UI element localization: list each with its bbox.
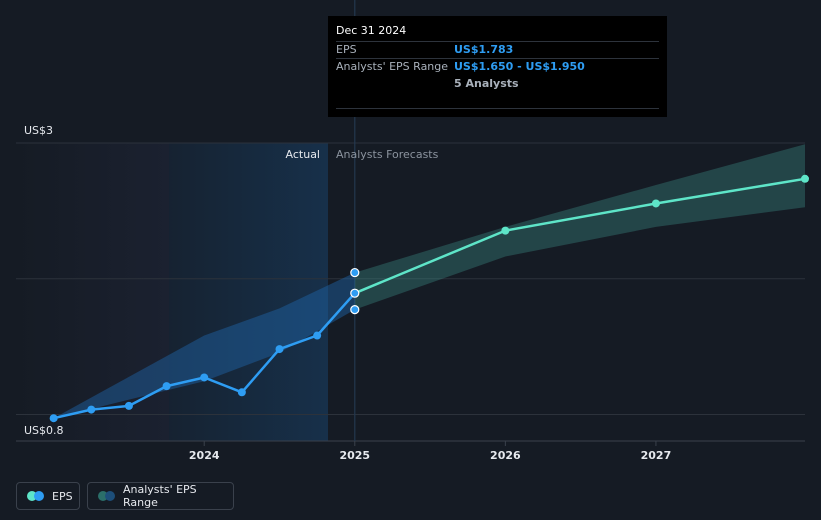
eps-point: [49, 414, 58, 423]
eps-legend-icon: [27, 491, 44, 501]
eps-range-band-actual: [53, 272, 355, 419]
eps-point: [237, 388, 246, 397]
eps-point: [87, 405, 96, 414]
eps-point: [313, 331, 322, 340]
tooltip-range-label: Analysts' EPS Range: [336, 60, 449, 73]
forecast-label: Analysts Forecasts: [336, 148, 439, 161]
x-tick-label: 2026: [490, 449, 521, 462]
eps-point: [124, 401, 133, 410]
eps-forecast-point: [501, 226, 510, 235]
tooltip-divider: [336, 58, 659, 59]
tooltip: Dec 31 2024 EPS US$1.783 Analysts' EPS R…: [328, 16, 667, 117]
eps-point: [200, 373, 209, 382]
eps-point: [162, 382, 171, 391]
range-marker-point: [350, 267, 360, 278]
eps-point: [275, 345, 284, 354]
tooltip-range-value: US$1.650 - US$1.950: [454, 60, 585, 73]
y-top-label: US$3: [24, 124, 53, 137]
eps-forecast-line: [354, 177, 806, 295]
range-marker-point: [350, 305, 360, 315]
actual-period-shade: [169, 143, 328, 441]
eps-range-band-forecast: [354, 144, 805, 310]
tooltip-date: Dec 31 2024: [336, 24, 407, 37]
range-legend-icon: [98, 491, 115, 501]
eps-forecast-point: [651, 199, 660, 208]
tooltip-analysts: 5 Analysts: [454, 77, 519, 90]
eps-point: [350, 288, 360, 298]
legend-range-label: Analysts' EPS Range: [123, 483, 197, 509]
x-tick-label: 2025: [339, 449, 370, 462]
eps-forecast-point: [801, 174, 809, 183]
legend-range-button[interactable]: Analysts' EPS Range: [87, 482, 234, 510]
legend-eps-label: EPS: [52, 489, 73, 503]
legend-eps-button[interactable]: EPS: [16, 482, 80, 510]
tooltip-eps-label: EPS: [336, 43, 357, 56]
x-tick-label: 2024: [189, 449, 220, 462]
tooltip-divider: [336, 108, 659, 109]
actual-label: Actual: [286, 148, 320, 161]
tooltip-divider: [336, 41, 659, 42]
x-tick-label: 2027: [641, 449, 672, 462]
y-bottom-label: US$0.8: [24, 424, 64, 437]
history-shade: [16, 143, 169, 441]
tooltip-eps-value: US$1.783: [454, 43, 514, 56]
